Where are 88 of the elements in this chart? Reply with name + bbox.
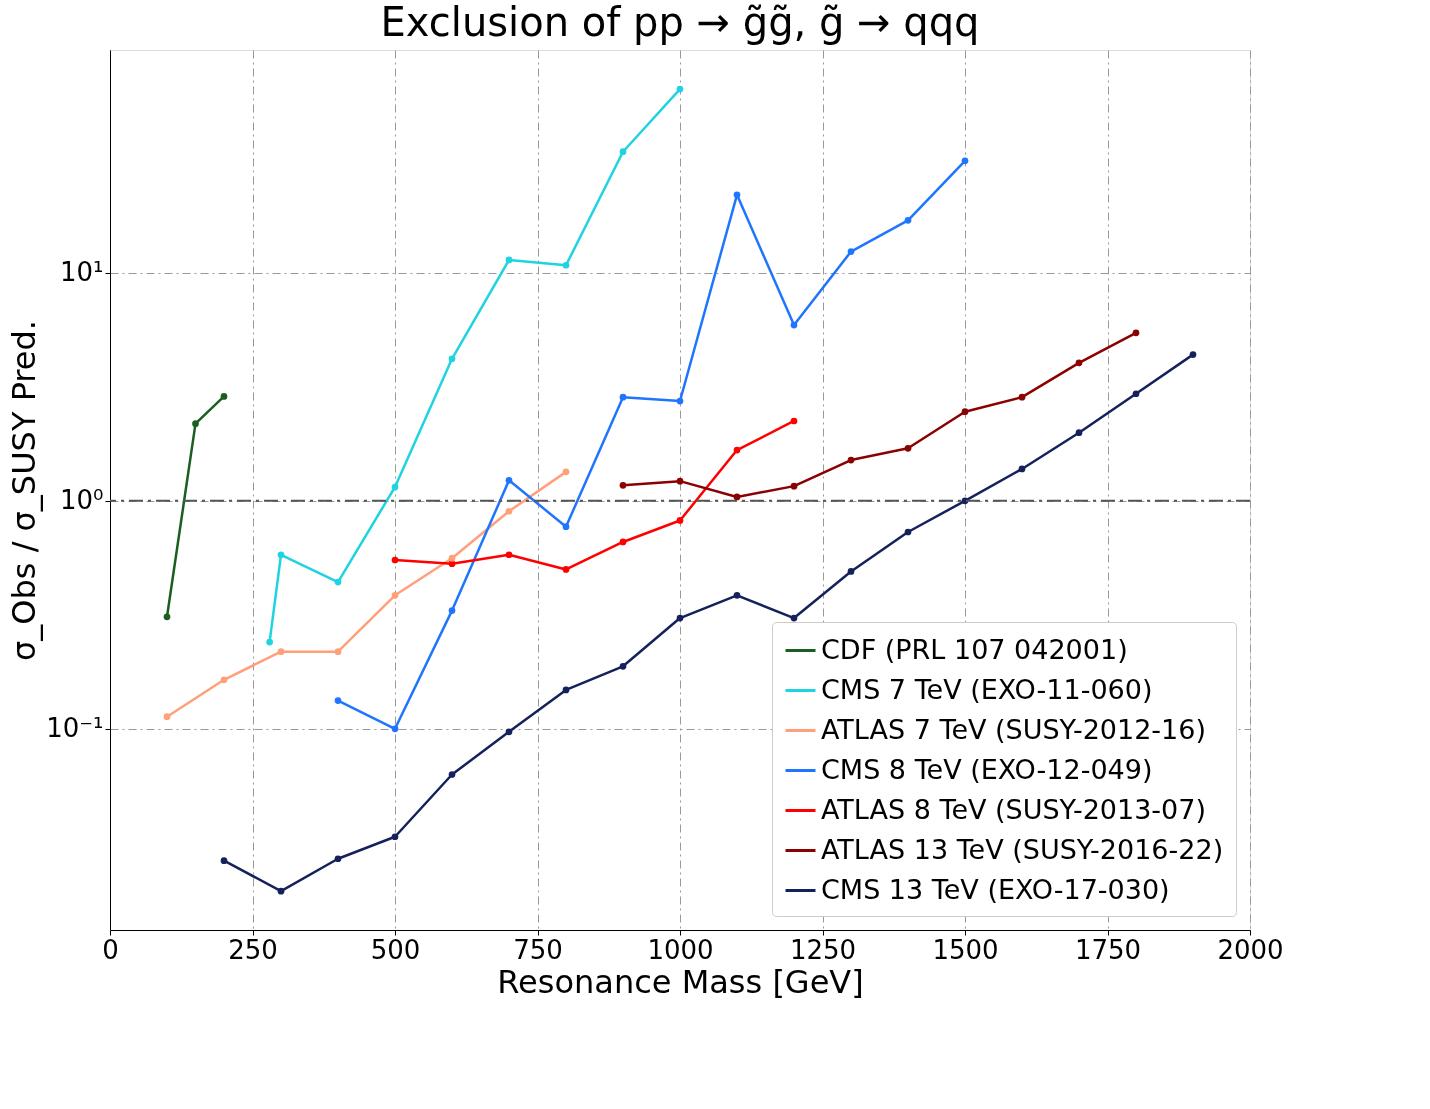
legend-label: CDF (PRL 107 042001) <box>821 633 1128 665</box>
y-tick-label: 10⁰ <box>59 485 104 516</box>
legend-label: ATLAS 8 TeV (SUSY-2013-07) <box>821 793 1207 825</box>
point <box>391 556 399 564</box>
point <box>790 614 798 622</box>
point <box>163 713 171 721</box>
point <box>961 408 969 416</box>
x-tick-label: 2000 <box>1217 934 1284 965</box>
point <box>220 857 228 864</box>
point <box>1132 329 1140 337</box>
x-tick-label: 500 <box>370 934 421 965</box>
point <box>676 85 684 93</box>
x-tick-label: 1750 <box>1074 934 1142 965</box>
x-tick-label: 0 <box>102 934 119 965</box>
point <box>676 614 684 622</box>
y-tick-label: 10¹ <box>59 257 104 288</box>
point <box>220 676 228 684</box>
point <box>733 446 741 454</box>
point <box>448 554 456 562</box>
point <box>334 648 342 655</box>
point <box>676 517 684 524</box>
point <box>619 393 627 401</box>
point <box>266 638 273 646</box>
point <box>505 551 513 559</box>
point <box>619 538 627 546</box>
point <box>391 591 399 599</box>
point <box>448 771 456 778</box>
point <box>847 456 855 464</box>
point <box>562 566 570 573</box>
point <box>1018 393 1026 401</box>
point <box>790 482 798 490</box>
point <box>1075 429 1083 437</box>
point <box>676 397 684 405</box>
point <box>733 191 741 199</box>
point <box>448 355 456 363</box>
point <box>334 855 342 863</box>
x-tick-label: 1500 <box>932 934 999 965</box>
point <box>505 476 513 484</box>
point <box>847 248 855 255</box>
legend-label: CMS 13 TeV (EXO-17-030) <box>821 873 1170 905</box>
point <box>1018 465 1026 473</box>
point <box>448 607 456 614</box>
point <box>277 551 285 559</box>
point <box>1075 359 1083 367</box>
point <box>904 217 912 224</box>
point <box>277 887 285 895</box>
point <box>790 417 798 425</box>
point <box>562 686 570 694</box>
point <box>904 528 912 536</box>
point <box>790 321 798 329</box>
x-tick-label: 250 <box>228 934 278 965</box>
point <box>1132 390 1140 398</box>
point <box>334 697 342 704</box>
legend-label: CMS 8 TeV (EXO-12-049) <box>821 753 1153 785</box>
legend-label: ATLAS 7 TeV (SUSY-2012-16) <box>821 713 1207 745</box>
point <box>733 591 741 599</box>
point <box>733 493 741 501</box>
point <box>391 483 399 491</box>
y-tick-label: 10⁻¹ <box>46 713 104 744</box>
y-axis-title: σ_Obs / σ_SUSY Pred. <box>5 320 44 661</box>
point <box>619 148 627 156</box>
x-axis-title: Resonance Mass [GeV] <box>497 962 864 1001</box>
point <box>391 833 399 841</box>
legend-label: CMS 7 TeV (EXO-11-060) <box>821 673 1153 705</box>
x-tick-label: 750 <box>513 934 563 965</box>
point <box>1189 351 1197 358</box>
point <box>334 578 342 586</box>
point <box>505 256 513 264</box>
x-tick-label: 1000 <box>647 934 714 965</box>
chart-title: Exclusion of pp → g̃g̃, g̃ → qqq <box>380 0 980 45</box>
point <box>562 468 570 476</box>
point <box>505 728 513 736</box>
point <box>904 444 912 452</box>
point <box>619 662 627 670</box>
point <box>192 420 199 428</box>
point <box>277 648 285 655</box>
point <box>619 481 627 489</box>
point <box>505 507 513 515</box>
point <box>676 477 684 485</box>
point <box>961 157 969 165</box>
legend-label: ATLAS 13 TeV (SUSY-2016-22) <box>821 833 1224 865</box>
point <box>562 261 570 269</box>
point <box>220 393 228 400</box>
point <box>163 613 171 621</box>
point <box>391 725 399 733</box>
point <box>847 568 855 575</box>
x-tick-label: 1250 <box>789 934 857 965</box>
point <box>562 523 570 531</box>
